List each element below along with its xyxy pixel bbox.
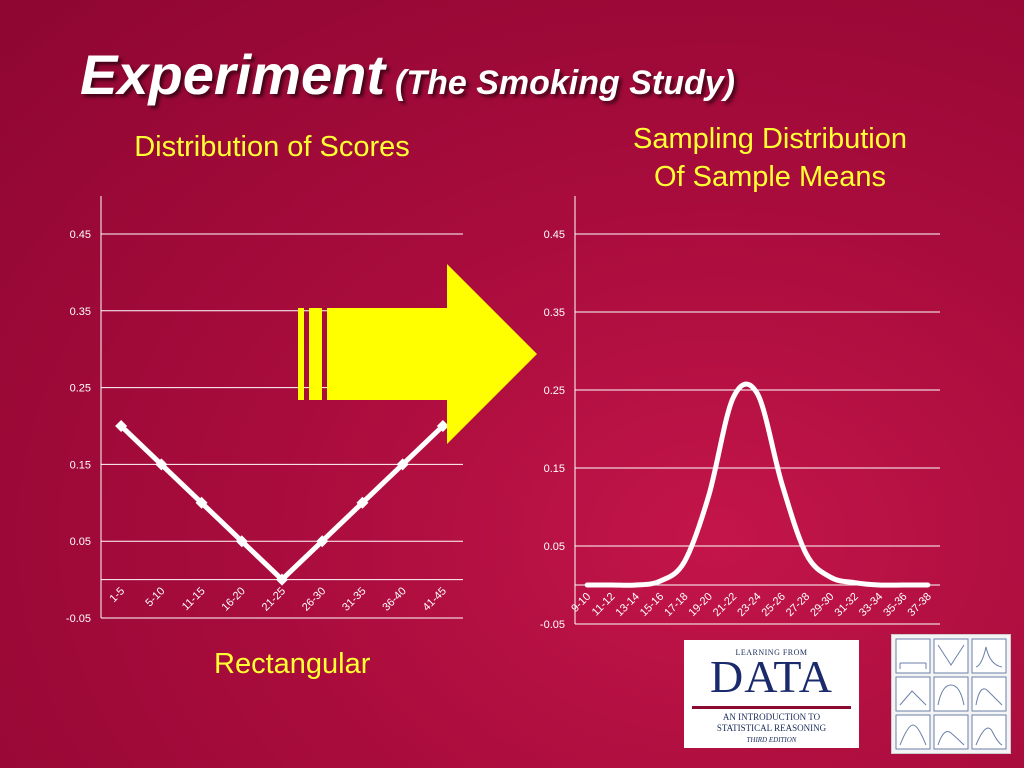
chart2-x-tick-label: 11-12: [590, 591, 618, 619]
chart1-data-point: [276, 573, 288, 586]
book-logo-from: LEARNING FROM: [735, 648, 808, 657]
chart2-y-tick-label: -0.05: [540, 619, 565, 631]
book-logo-subtitle: AN INTRODUCTION TO STATISTICAL REASONING: [684, 712, 859, 734]
chart2-x-tick-label: 27-28: [784, 591, 812, 619]
chart2-title-line1: Sampling Distribution: [632, 123, 907, 155]
chart1-data-point: [396, 458, 409, 471]
chart1-y-tick-label: 0.05: [70, 536, 91, 548]
chart2-y-tick-label: 0.15: [544, 463, 565, 475]
chart1-x-tick-label: 41-45: [421, 585, 449, 613]
chart1-x-tick-label: 5-10: [143, 585, 167, 609]
chart2-x-tick-label: 35-36: [881, 591, 909, 619]
chart1-x-tick-label: 1-5: [107, 585, 127, 605]
sampling-distribution-chart: -0.050.050.150.250.350.459-1011-1213-141…: [540, 196, 940, 631]
book-logo-subtitle-line1: AN INTRODUCTION TO: [722, 712, 821, 722]
chart2-y-tick-label: 0.45: [544, 229, 565, 241]
chart2-y-tick-label: 0.35: [544, 307, 565, 319]
chart1-data-point: [235, 535, 248, 548]
chart1-y-tick-label: 0.25: [70, 383, 91, 395]
arrow-icon: [298, 264, 537, 444]
chart1-x-tick-label: 21-25: [260, 585, 288, 613]
chart1-data-point: [316, 535, 329, 548]
chart1-data-point: [356, 496, 369, 509]
chart2-x-tick-label: 33-34: [857, 591, 885, 619]
chart2-x-tick-label: 13-14: [614, 591, 642, 619]
chart1-y-tick-label: 0.45: [70, 229, 91, 241]
chart1-y-tick-label: 0.15: [70, 459, 91, 471]
slide-title: Experiment (The Smoking Study): [80, 42, 735, 107]
chart2-x-tick-label: 37-38: [906, 591, 934, 619]
chart2-x-tick-label: 23-24: [735, 591, 763, 619]
chart1-x-tick-label: 16-20: [220, 585, 248, 613]
distribution-shape-label: Rectangular: [214, 648, 371, 680]
distribution-thumbnails-icon: [891, 634, 1011, 754]
chart1-y-tick-label: 0.35: [70, 306, 91, 318]
chart2-x-tick-label: 31-32: [833, 591, 861, 619]
slide-title-sub: (The Smoking Study): [395, 64, 735, 102]
chart2-x-tick-label: 21-22: [711, 591, 739, 619]
slide-title-main: Experiment: [80, 43, 385, 106]
chart1-data-point: [155, 458, 168, 471]
book-logo: LEARNING FROM DATA AN INTRODUCTION TO ST…: [684, 640, 859, 748]
chart2-x-tick-label: 29-30: [808, 591, 836, 619]
chart2-title-line2: Of Sample Means: [653, 161, 887, 193]
chart1-x-tick-label: 26-30: [300, 585, 328, 613]
chart2-x-tick-label: 15-16: [638, 591, 666, 619]
chart2-title: Sampling Distribution Of Sample Means: [590, 120, 950, 196]
chart1-title: Distribution of Scores: [102, 128, 442, 166]
scores-distribution-chart: -0.05 0.05 0.15 0.25 0.35 0.45 1-5 5-10 11-15 16-…: [66, 196, 463, 625]
chart1-title-text: Distribution of Scores: [134, 131, 410, 163]
chart2-series-line: [584, 381, 931, 588]
chart1-data-point: [195, 496, 208, 509]
chart2-y-tick-label: 0.25: [544, 385, 565, 397]
book-logo-subtitle-line2: STATISTICAL REASONING: [716, 723, 827, 733]
chart1-x-tick-label: 11-15: [180, 585, 208, 613]
chart1-x-tick-label: 31-35: [340, 585, 368, 613]
book-logo-title: DATA: [710, 651, 833, 702]
chart1-y-tick-label: -0.05: [66, 613, 91, 625]
chart2-y-tick-label: 0.05: [544, 541, 565, 553]
chart1-data-point: [436, 420, 449, 432]
book-logo-edition: THIRD EDITION: [746, 736, 797, 744]
chart2-x-tick-label: 19-20: [687, 591, 715, 619]
chart1-x-tick-label: 36-40: [380, 585, 408, 613]
chart2-x-tick-label: 25-26: [760, 591, 788, 619]
chart1-data-point: [115, 420, 128, 432]
chart2-x-tick-label: 17-18: [662, 591, 690, 619]
book-logo-divider: [692, 706, 851, 709]
